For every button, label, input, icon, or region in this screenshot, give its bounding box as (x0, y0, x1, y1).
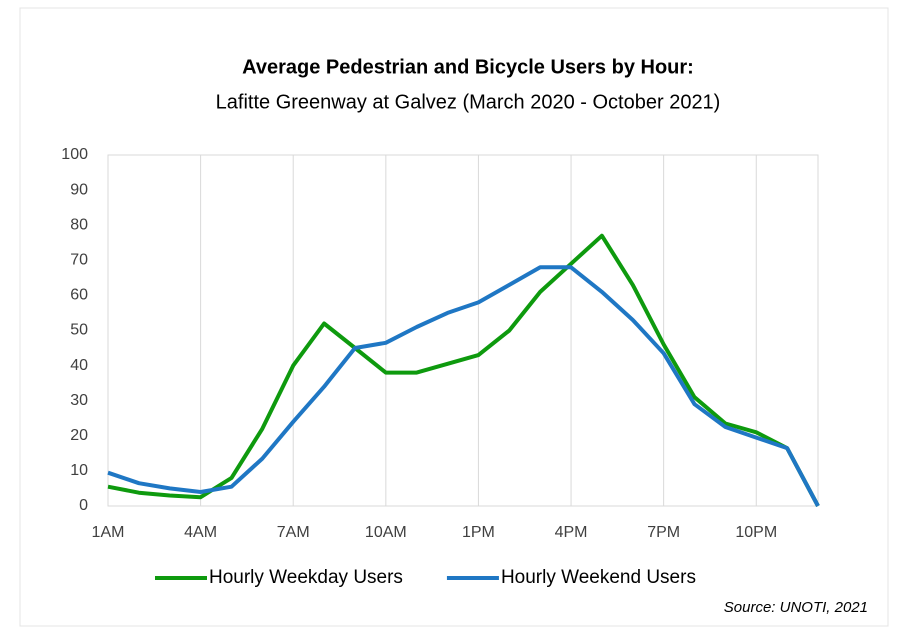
x-tick-label: 10PM (735, 524, 777, 541)
y-tick-label: 100 (61, 146, 88, 163)
y-tick-label: 0 (79, 497, 88, 514)
x-tick-label: 7PM (647, 524, 680, 541)
chart-title: Average Pedestrian and Bicycle Users by … (242, 56, 694, 78)
y-tick-label: 70 (70, 252, 88, 269)
x-tick-label: 7AM (277, 524, 310, 541)
legend-label: Hourly Weekend Users (501, 567, 696, 588)
y-tick-label: 40 (70, 357, 88, 374)
y-tick-label: 50 (70, 322, 88, 339)
y-tick-label: 60 (70, 287, 88, 304)
y-tick-label: 90 (70, 181, 88, 198)
y-tick-label: 80 (70, 216, 88, 233)
source: Source: UNOTI, 2021 (724, 599, 868, 616)
x-tick-label: 10AM (365, 524, 407, 541)
series-line (107, 265, 820, 507)
x-tick-label: 4AM (184, 524, 217, 541)
x-tick-label: 1PM (462, 524, 495, 541)
x-tick-label: 1AM (92, 524, 125, 541)
legend-label: Hourly Weekday Users (209, 567, 403, 588)
y-tick-label: 30 (70, 392, 88, 409)
series-line (107, 233, 820, 507)
chart-border (19, 7, 889, 627)
y-tick-label: 20 (70, 427, 88, 444)
y-tick-label: 10 (70, 462, 88, 479)
x-tick-label: 4PM (555, 524, 588, 541)
chart-subtitle: Lafitte Greenway at Galvez (March 2020 -… (216, 91, 721, 113)
